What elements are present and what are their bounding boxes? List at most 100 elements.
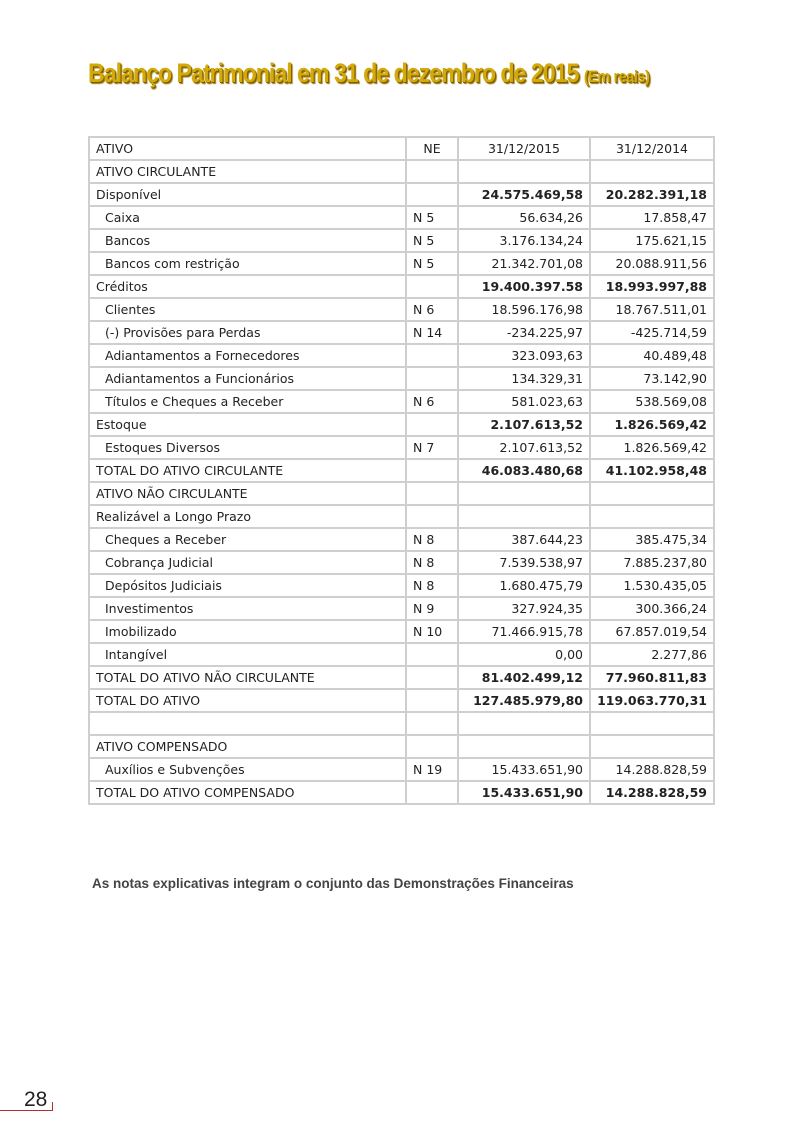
row-value-2014	[589, 481, 715, 506]
row-note-ref	[405, 504, 459, 529]
row-value-2014: 73.142,90	[589, 366, 715, 391]
row-value-2015	[457, 504, 591, 529]
row-value-2015: 1.680.475,79	[457, 573, 591, 598]
row-note-ref: N 14	[405, 320, 459, 345]
row-value-2015: 71.466.915,78	[457, 619, 591, 644]
row-value-2015: 387.644,23	[457, 527, 591, 552]
row-note-ref: N 5	[405, 251, 459, 276]
table-row: Disponível 24.575.469,58 20.282.391,18	[88, 182, 715, 207]
row-value-2014: 175.621,15	[589, 228, 715, 253]
row-note-ref	[405, 734, 459, 759]
row-value-2015	[457, 159, 591, 184]
table-row: Caixa N 5 56.634,26 17.858,47	[88, 205, 715, 230]
row-value-2014: 14.288.828,59	[589, 757, 715, 782]
row-value-2014: 385.475,34	[589, 527, 715, 552]
row-value-2014: 2.277,86	[589, 642, 715, 667]
row-label: Bancos	[88, 228, 407, 253]
table-row: ATIVO NÃO CIRCULANTE	[88, 481, 715, 506]
table-row: Estoques Diversos N 7 2.107.613,52 1.826.56…	[88, 435, 715, 460]
row-value-2015: 19.400.397.58	[457, 274, 591, 299]
row-label: Créditos	[88, 274, 407, 299]
row-label: Estoques Diversos	[88, 435, 407, 460]
row-label: ATIVO COMPENSADO	[88, 734, 407, 759]
table-row: ATIVO COMPENSADO	[88, 734, 715, 759]
row-value-2015: 21.342.701,08	[457, 251, 591, 276]
row-note-ref: N 10	[405, 619, 459, 644]
row-note-ref: N 19	[405, 757, 459, 782]
row-label: Intangível	[88, 642, 407, 667]
row-label: Estoque	[88, 412, 407, 437]
row-label: TOTAL DO ATIVO NÃO CIRCULANTE	[88, 665, 407, 690]
table-row: Bancos N 5 3.176.134,24 175.621,15	[88, 228, 715, 253]
page-number-tick	[52, 1102, 53, 1111]
row-value-2014: 538.569,08	[589, 389, 715, 414]
row-value-2015: 18.596.176,98	[457, 297, 591, 322]
row-label: Cheques a Receber	[88, 527, 407, 552]
row-note-ref: N 8	[405, 550, 459, 575]
row-label: Disponível	[88, 182, 407, 207]
row-value-2015: 15.433.651,90	[457, 780, 591, 805]
row-note-ref	[405, 642, 459, 667]
row-note-ref	[405, 688, 459, 713]
row-value-2014: 1.826.569,42	[589, 412, 715, 437]
header-ativo: ATIVO	[88, 136, 407, 161]
table-row: Estoque 2.107.613,52 1.826.569,42	[88, 412, 715, 437]
row-value-2015	[457, 711, 591, 736]
table-row: Depósitos Judiciais N 8 1.680.475,79 1.530.…	[88, 573, 715, 598]
row-label: Adiantamentos a Fornecedores	[88, 343, 407, 368]
row-value-2015: 0,00	[457, 642, 591, 667]
row-note-ref	[405, 274, 459, 299]
row-note-ref: N 8	[405, 573, 459, 598]
row-value-2014: 40.489,48	[589, 343, 715, 368]
row-note-ref: N 7	[405, 435, 459, 460]
row-value-2014: -425.714,59	[589, 320, 715, 345]
row-label: ATIVO CIRCULANTE	[88, 159, 407, 184]
row-value-2014: 1.826.569,42	[589, 435, 715, 460]
row-value-2015: 134.329,31	[457, 366, 591, 391]
row-value-2014: 17.858,47	[589, 205, 715, 230]
row-value-2015: 581.023,63	[457, 389, 591, 414]
header-2014: 31/12/2014	[589, 136, 715, 161]
row-value-2014	[589, 734, 715, 759]
row-label: Investimentos	[88, 596, 407, 621]
title-unit: (Em reais)	[583, 67, 650, 86]
row-note-ref	[405, 343, 459, 368]
row-label: (-) Provisões para Perdas	[88, 320, 407, 345]
row-value-2014: 41.102.958,48	[589, 458, 715, 483]
table-row: TOTAL DO ATIVO COMPENSADO 15.433.651,90 14…	[88, 780, 715, 805]
row-label	[88, 711, 407, 736]
table-row: Créditos 19.400.397.58 18.993.997,88	[88, 274, 715, 299]
row-value-2014: 18.767.511,01	[589, 297, 715, 322]
table-row: Investimentos N 9 327.924,35 300.366,24	[88, 596, 715, 621]
table-row: Cobrança Judicial N 8 7.539.538,97 7.885.23…	[88, 550, 715, 575]
row-note-ref: N 8	[405, 527, 459, 552]
row-value-2015: 81.402.499,12	[457, 665, 591, 690]
row-value-2015	[457, 734, 591, 759]
page-number-line	[0, 1110, 52, 1111]
table-row: TOTAL DO ATIVO CIRCULANTE 46.083.480,68 41…	[88, 458, 715, 483]
row-value-2015: 46.083.480,68	[457, 458, 591, 483]
row-label: Depósitos Judiciais	[88, 573, 407, 598]
row-value-2015: 127.485.979,80	[457, 688, 591, 713]
row-value-2015	[457, 481, 591, 506]
row-label: ATIVO NÃO CIRCULANTE	[88, 481, 407, 506]
page-title: Balanço Patrimonial em 31 de dezembro de…	[88, 58, 650, 89]
row-value-2015: 56.634,26	[457, 205, 591, 230]
table-row: Imobilizado N 10 71.466.915,78 67.857.019,5…	[88, 619, 715, 644]
row-value-2015: -234.225,97	[457, 320, 591, 345]
row-value-2014	[589, 159, 715, 184]
row-value-2015: 327.924,35	[457, 596, 591, 621]
row-label: Adiantamentos a Funcionários	[88, 366, 407, 391]
row-label: Títulos e Cheques a Receber	[88, 389, 407, 414]
row-label: Imobilizado	[88, 619, 407, 644]
table-row: Auxílios e Subvenções N 19 15.433.651,90 14…	[88, 757, 715, 782]
row-note-ref	[405, 412, 459, 437]
row-note-ref	[405, 458, 459, 483]
row-note-ref: N 5	[405, 205, 459, 230]
table-row: TOTAL DO ATIVO 127.485.979,80 119.063.770,…	[88, 688, 715, 713]
table-row	[88, 711, 715, 736]
row-label: TOTAL DO ATIVO	[88, 688, 407, 713]
row-label: Cobrança Judicial	[88, 550, 407, 575]
table-row: Títulos e Cheques a Receber N 6 581.023,63…	[88, 389, 715, 414]
